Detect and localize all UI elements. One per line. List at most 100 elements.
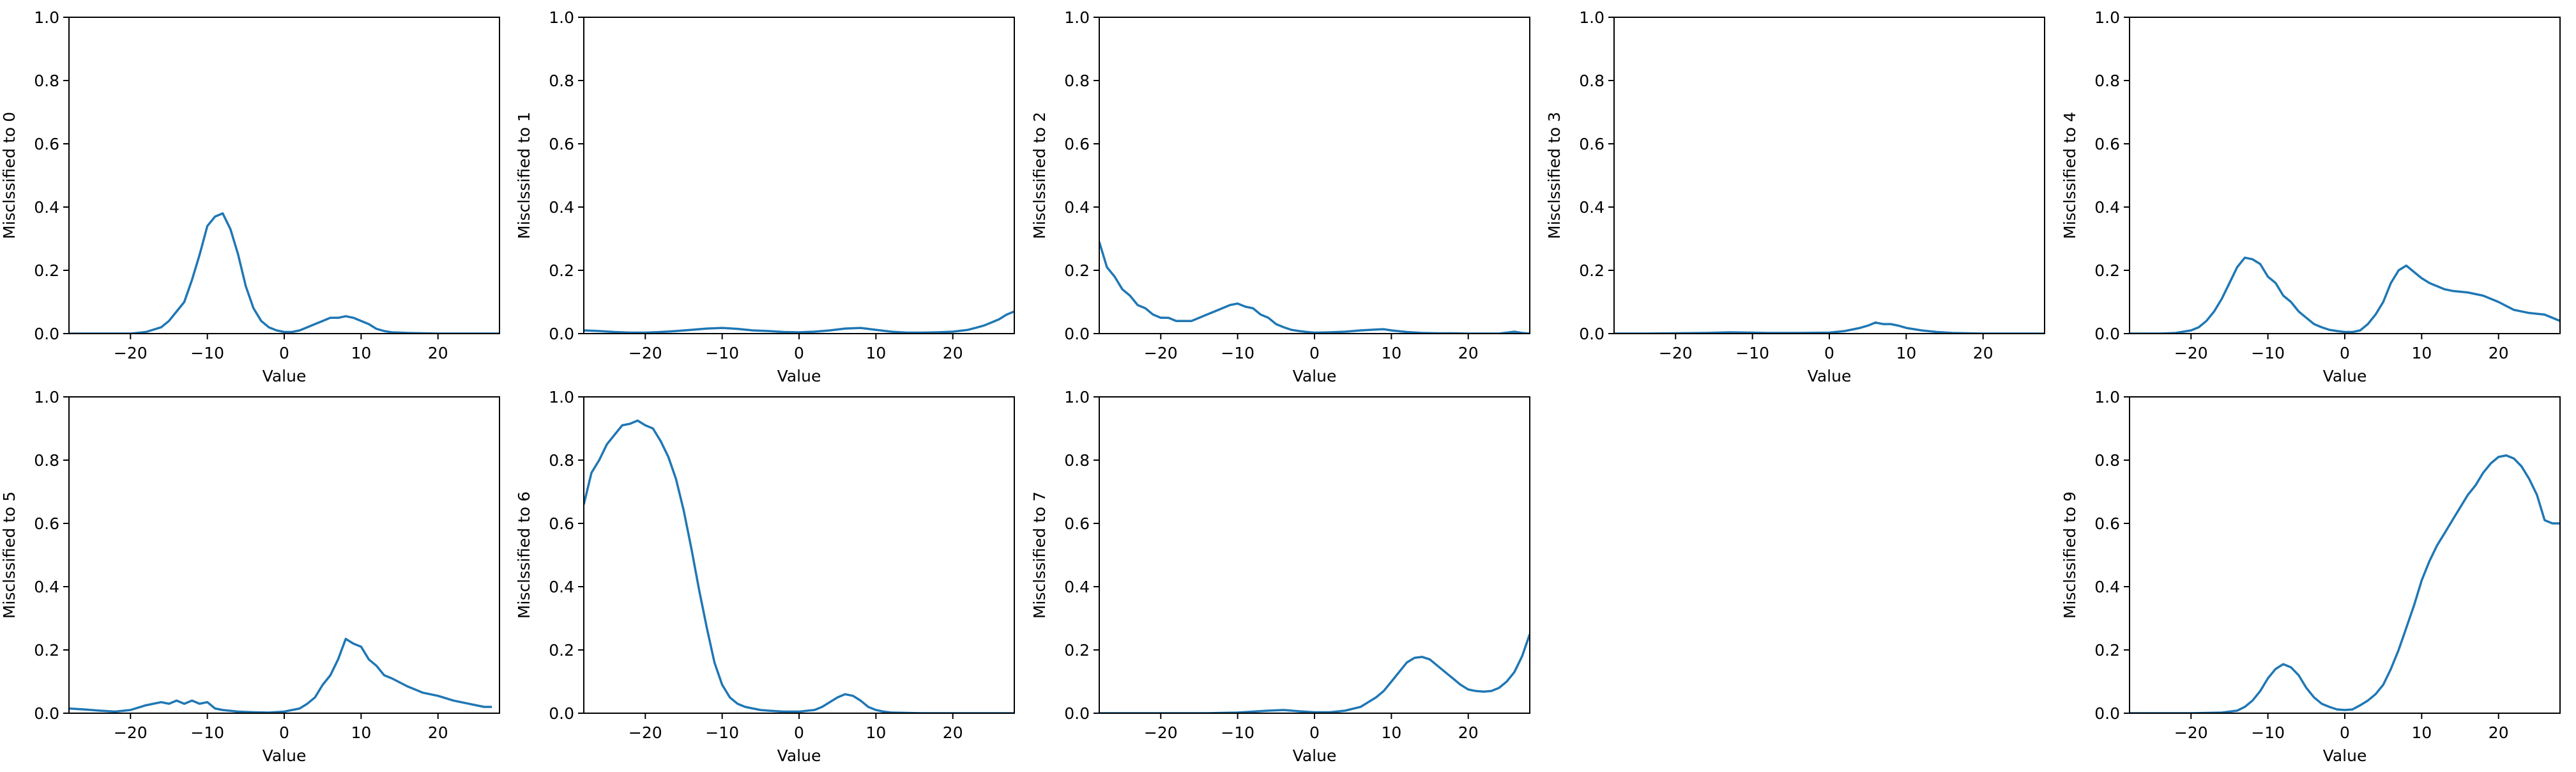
series-line [69, 637, 492, 713]
x-tick-label: 20 [943, 723, 963, 742]
y-tick-label: 0.0 [549, 325, 574, 343]
y-tick-label: 0.4 [34, 198, 59, 217]
y-tick-label: 0.0 [1064, 325, 1090, 343]
y-tick-label: 0.8 [1064, 451, 1090, 470]
axes-frame [583, 396, 1015, 714]
y-tick-label: 0.0 [2094, 325, 2120, 343]
x-tick-label: 0 [2340, 344, 2350, 362]
x-tick-label: 20 [428, 344, 448, 362]
x-tick-label: −20 [114, 723, 148, 742]
x-tick-label: −10 [190, 723, 224, 742]
y-tick-label: 1.0 [1579, 8, 1604, 27]
x-tick-label: 10 [1381, 344, 1401, 362]
y-tick-label: 0.0 [1579, 325, 1604, 343]
y-tick-label: 0.4 [1064, 198, 1090, 217]
y-tick-label: 0.8 [1064, 72, 1090, 90]
x-tick-label: 0 [1309, 344, 1320, 362]
x-tick-label: 20 [1973, 344, 1993, 362]
x-tick-label: −10 [1735, 344, 1769, 362]
x-tick-label: 20 [2488, 723, 2509, 742]
x-tick-label: 20 [1458, 344, 1479, 362]
axes-frame [1099, 396, 1530, 714]
x-tick-label: 0 [794, 723, 804, 742]
x-axis-label: Value [1808, 367, 1852, 385]
y-tick-label: 0.0 [34, 704, 59, 723]
y-tick-label: 0.0 [549, 704, 574, 723]
subplot-8: −20 −10 0 10 20 0.0 0.2 0.4 0.6 0.8 1.0 Value Miscls… [2061, 388, 2561, 765]
x-tick-label: 20 [1458, 723, 1479, 742]
axes-frame [2129, 17, 2561, 334]
y-axis-label: Misclssified to 5 [0, 491, 19, 619]
y-axis-label: Misclssified to 0 [0, 112, 19, 239]
x-tick-label: 0 [279, 344, 289, 362]
x-tick-label: 10 [351, 344, 371, 362]
y-tick-label: 0.6 [1064, 514, 1090, 533]
y-tick-label: 0.2 [1064, 641, 1090, 660]
subplot-6: −20 −10 0 10 20 0.0 0.2 0.4 0.6 0.8 1.0 Value Miscls… [515, 388, 1015, 765]
series-line [1099, 241, 1530, 334]
y-tick-label: 0.0 [34, 325, 59, 343]
x-axis-label: Value [1293, 746, 1337, 765]
y-tick-label: 0.4 [549, 198, 574, 217]
y-tick-label: 0.2 [34, 261, 59, 280]
x-tick-label: 10 [2411, 344, 2432, 362]
x-tick-label: −20 [629, 723, 662, 742]
y-tick-label: 1.0 [2094, 388, 2120, 406]
subplot-2: −20 −10 0 10 20 0.0 0.2 0.4 0.6 0.8 1.0 Value Miscls… [1030, 8, 1530, 385]
subplot-4: −20 −10 0 10 20 0.0 0.2 0.4 0.6 0.8 1.0 Value Miscls… [2061, 8, 2561, 385]
x-tick-label: 20 [943, 344, 963, 362]
series-line [584, 419, 1014, 713]
x-axis-label: Value [2323, 746, 2367, 765]
y-tick-label: 0.6 [1579, 135, 1604, 153]
x-axis-label: Value [263, 746, 307, 765]
y-axis-label: Misclssified to 2 [1030, 112, 1049, 239]
y-tick-label: 0.6 [1064, 135, 1090, 153]
y-tick-label: 0.2 [2094, 641, 2120, 660]
x-tick-label: 20 [2488, 344, 2509, 362]
y-tick-label: 1.0 [34, 8, 59, 27]
y-tick-label: 0.8 [1579, 72, 1604, 90]
y-tick-label: 0.4 [2094, 198, 2120, 217]
x-tick-label: −10 [2251, 723, 2285, 742]
axes-frame [68, 396, 500, 714]
subplot-5: −20 −10 0 10 20 0.0 0.2 0.4 0.6 0.8 1.0 Value Miscls… [0, 388, 500, 765]
x-tick-label: −10 [705, 344, 739, 362]
y-tick-label: 0.2 [549, 261, 574, 280]
series-line [69, 212, 499, 334]
y-tick-label: 0.4 [2094, 578, 2120, 596]
y-tick-label: 0.8 [2094, 451, 2120, 470]
axes-frame [68, 17, 500, 334]
x-tick-label: 10 [865, 723, 886, 742]
x-tick-label: 0 [2340, 723, 2350, 742]
y-tick-label: 0.8 [34, 72, 59, 90]
series-line [1614, 321, 2045, 334]
x-axis-label: Value [263, 367, 307, 385]
y-tick-label: 0.6 [2094, 514, 2120, 533]
x-tick-label: −10 [190, 344, 224, 362]
y-tick-label: 0.8 [34, 451, 59, 470]
y-tick-label: 0.8 [2094, 72, 2120, 90]
x-tick-label: 10 [351, 723, 371, 742]
series-line [2130, 454, 2560, 713]
y-tick-label: 1.0 [2094, 8, 2120, 27]
x-tick-label: 10 [2411, 723, 2432, 742]
subplot-0: −20 −10 0 10 20 0.0 0.2 0.4 0.6 0.8 1.0 Value Miscls… [0, 8, 500, 385]
y-tick-label: 0.0 [1064, 704, 1090, 723]
y-tick-label: 0.2 [1064, 261, 1090, 280]
y-axis-label: Misclssified to 3 [1545, 112, 1564, 239]
y-tick-label: 0.2 [34, 641, 59, 660]
y-tick-label: 0.6 [34, 514, 59, 533]
y-tick-label: 0.4 [1064, 578, 1090, 596]
x-tick-label: 0 [279, 723, 289, 742]
x-tick-label: 10 [1381, 723, 1401, 742]
x-tick-label: −10 [1221, 723, 1254, 742]
y-tick-label: 0.0 [2094, 704, 2120, 723]
subplot-3: −20 −10 0 10 20 0.0 0.2 0.4 0.6 0.8 1.0 Value Miscls… [1545, 8, 2045, 385]
x-tick-label: −20 [629, 344, 662, 362]
series-line [584, 310, 1014, 334]
x-tick-label: −20 [114, 344, 148, 362]
y-tick-label: 0.4 [1579, 198, 1604, 217]
y-tick-label: 0.2 [549, 641, 574, 660]
y-axis-label: Misclssified to 7 [1030, 491, 1049, 619]
